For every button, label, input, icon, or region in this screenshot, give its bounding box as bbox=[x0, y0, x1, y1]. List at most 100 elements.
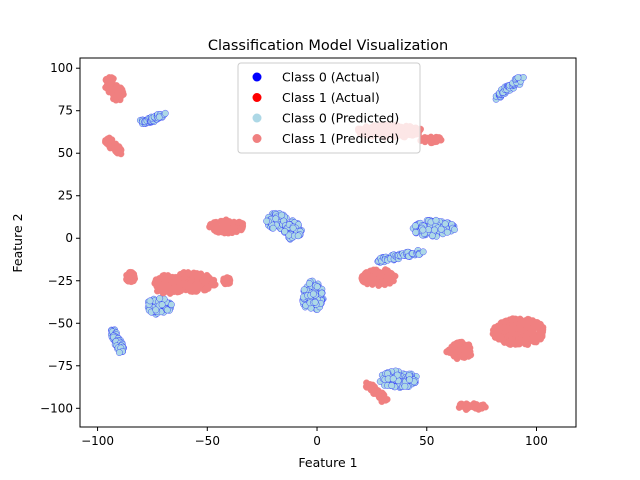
data-point bbox=[524, 341, 532, 348]
data-point bbox=[188, 276, 195, 284]
chart-title: Classification Model Visualization bbox=[208, 38, 448, 54]
y-tick-label: −25 bbox=[48, 274, 73, 288]
data-point bbox=[514, 74, 522, 81]
data-point bbox=[171, 283, 178, 291]
data-point bbox=[507, 341, 514, 348]
data-point bbox=[535, 332, 543, 340]
data-point bbox=[454, 348, 462, 355]
data-point bbox=[491, 333, 499, 341]
data-point bbox=[310, 290, 317, 298]
data-point bbox=[311, 298, 319, 306]
x-tick-label: −50 bbox=[195, 434, 220, 448]
data-point bbox=[537, 320, 544, 328]
legend-label: Class 1 (Actual) bbox=[282, 90, 380, 105]
data-point bbox=[419, 226, 427, 234]
data-point bbox=[426, 134, 434, 142]
legend-marker bbox=[252, 134, 262, 143]
data-point bbox=[443, 228, 451, 236]
data-point bbox=[152, 306, 160, 314]
data-point bbox=[102, 76, 110, 84]
y-tick-label: −50 bbox=[48, 316, 73, 330]
y-tick-label: −75 bbox=[48, 359, 73, 373]
data-point bbox=[373, 276, 380, 284]
data-point bbox=[429, 232, 436, 239]
data-point bbox=[313, 283, 321, 291]
data-point bbox=[495, 327, 503, 335]
series-1-points bbox=[102, 74, 547, 413]
x-tick-label: 0 bbox=[313, 434, 321, 448]
x-tick-label: 50 bbox=[419, 434, 434, 448]
data-point bbox=[158, 301, 166, 309]
data-point bbox=[117, 150, 125, 158]
data-point bbox=[228, 229, 236, 236]
y-tick-label: 100 bbox=[50, 61, 73, 75]
data-point bbox=[406, 376, 413, 384]
data-point bbox=[451, 226, 458, 233]
data-point bbox=[507, 326, 515, 334]
data-point bbox=[419, 248, 427, 256]
scatter-points bbox=[102, 74, 547, 413]
y-tick-label: 0 bbox=[65, 231, 73, 245]
data-point bbox=[466, 403, 474, 411]
data-point bbox=[376, 270, 384, 278]
data-point bbox=[465, 341, 473, 349]
data-point bbox=[210, 276, 218, 284]
data-point bbox=[456, 401, 464, 409]
series-0-points bbox=[108, 74, 527, 391]
data-point bbox=[452, 341, 460, 349]
data-point bbox=[117, 93, 124, 101]
data-point bbox=[441, 220, 449, 228]
data-point bbox=[269, 224, 277, 232]
data-point bbox=[168, 301, 175, 308]
data-point bbox=[389, 375, 397, 383]
data-point bbox=[370, 267, 378, 275]
data-point bbox=[380, 394, 388, 402]
data-point bbox=[434, 134, 442, 142]
data-point bbox=[278, 211, 286, 219]
y-tick-label: 50 bbox=[58, 146, 73, 160]
data-point bbox=[511, 316, 518, 323]
data-point bbox=[184, 270, 192, 277]
data-point bbox=[467, 351, 475, 359]
data-point bbox=[518, 337, 525, 345]
data-point bbox=[112, 86, 119, 93]
y-axis-ticks: −100 −75 −50 −25 0 25 50 75 100 bbox=[40, 61, 80, 415]
y-tick-label: 75 bbox=[58, 104, 73, 118]
data-point bbox=[289, 224, 297, 232]
data-point bbox=[294, 232, 302, 240]
plot-area-frame bbox=[79, 57, 577, 428]
data-point bbox=[161, 109, 169, 117]
data-point bbox=[305, 280, 313, 287]
x-axis-ticks: −100 −50 0 50 100 bbox=[81, 427, 548, 448]
data-point bbox=[502, 317, 510, 325]
x-tick-label: −100 bbox=[81, 434, 114, 448]
data-point bbox=[195, 284, 203, 292]
data-point bbox=[162, 277, 169, 285]
data-point bbox=[214, 224, 221, 231]
data-point bbox=[420, 135, 427, 142]
data-point bbox=[300, 286, 308, 294]
data-point bbox=[123, 276, 130, 283]
data-point bbox=[445, 346, 453, 354]
y-axis-label: Feature 2 bbox=[10, 213, 25, 272]
legend-label: Class 0 (Predicted) bbox=[282, 111, 399, 126]
data-point bbox=[388, 382, 396, 389]
legend-marker bbox=[252, 72, 262, 82]
data-point bbox=[163, 306, 171, 314]
data-point bbox=[204, 274, 212, 282]
x-axis-label: Feature 1 bbox=[298, 455, 357, 470]
legend: Class 0 (Actual) Class 1 (Actual) Class 0 … bbox=[237, 62, 421, 154]
data-point bbox=[524, 323, 531, 331]
data-point bbox=[473, 401, 480, 408]
data-point bbox=[437, 225, 445, 233]
data-point bbox=[363, 269, 371, 277]
data-point bbox=[224, 277, 231, 285]
data-point bbox=[272, 215, 280, 223]
data-point bbox=[411, 222, 419, 230]
data-point bbox=[155, 283, 163, 291]
data-point bbox=[432, 216, 440, 224]
legend-marker bbox=[252, 113, 262, 123]
data-point bbox=[412, 229, 420, 236]
data-point bbox=[497, 333, 505, 341]
